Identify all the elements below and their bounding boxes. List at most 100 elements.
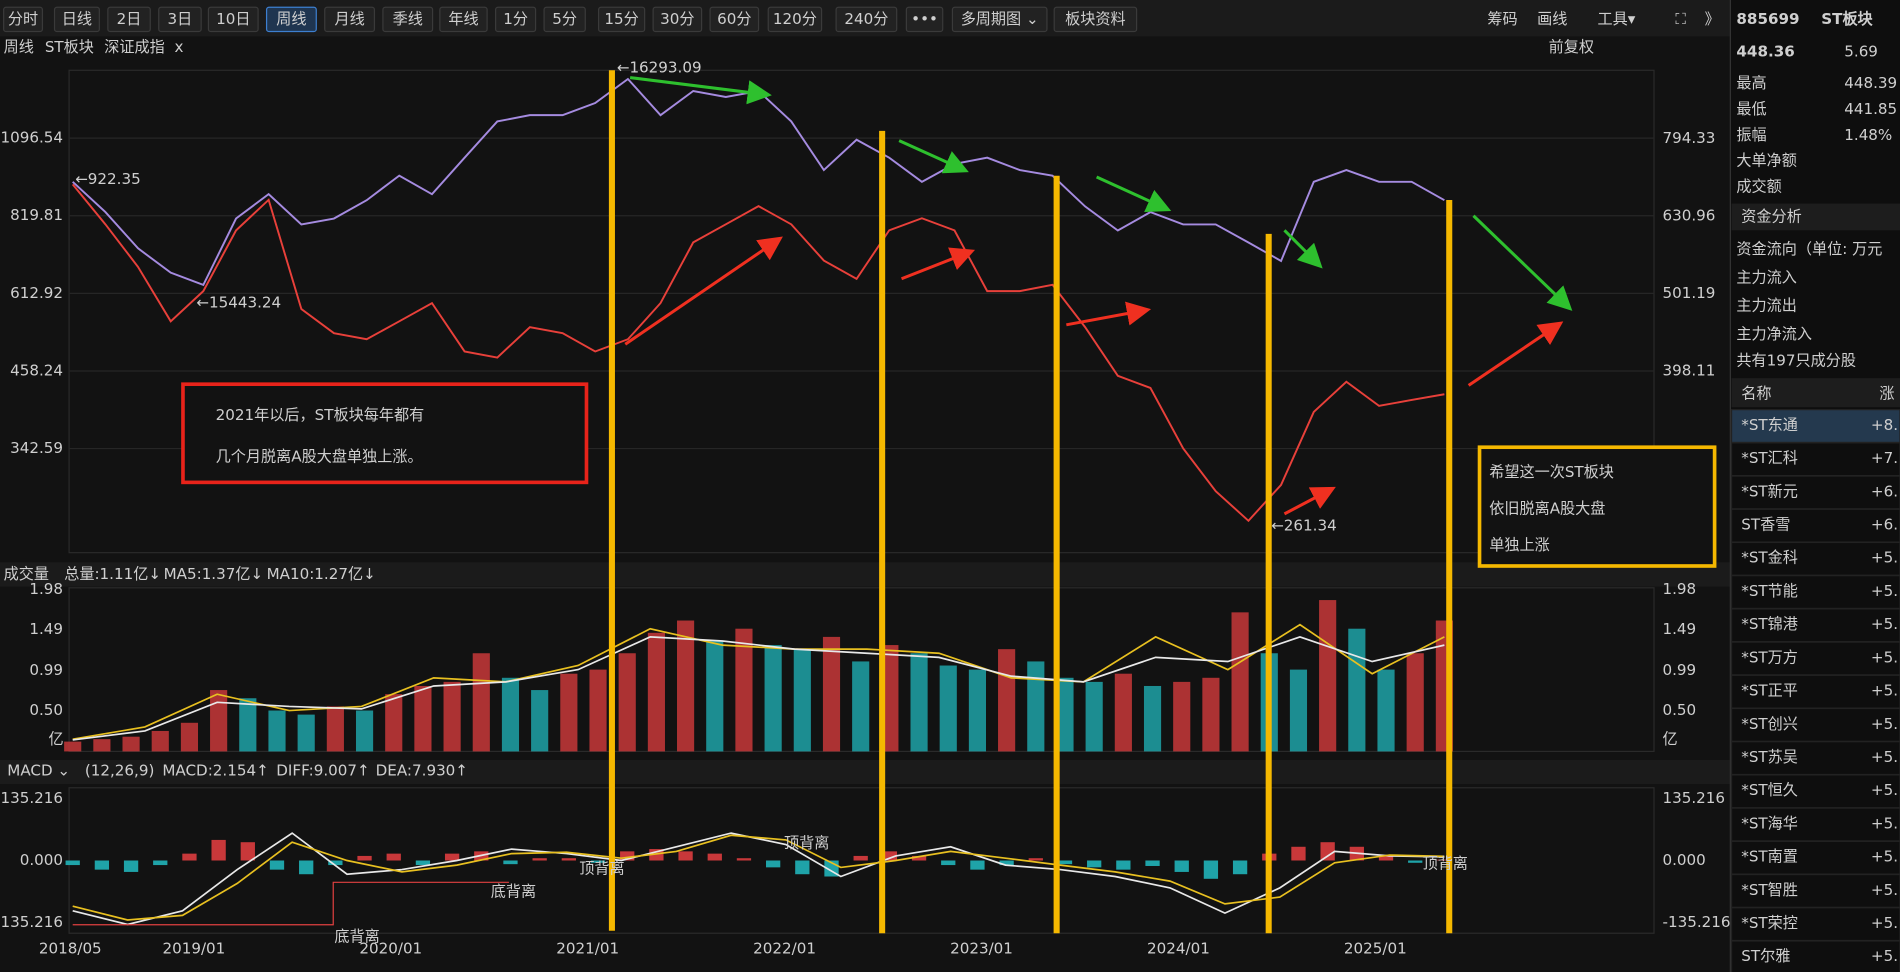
table-header-cell: 名称	[1741, 384, 1771, 402]
macd-bar	[1320, 842, 1335, 861]
extreme-label: ←261.34	[1271, 516, 1337, 534]
toolbar-button[interactable]	[652, 6, 703, 33]
macd-bar	[736, 858, 752, 861]
divergence-note: 顶背离	[1423, 855, 1468, 873]
volume-bar	[939, 665, 957, 752]
toolbar-button[interactable]	[382, 6, 434, 33]
plots	[64, 77, 1655, 926]
macd-bar	[503, 860, 518, 865]
stat-value: 448.39	[1844, 74, 1897, 92]
stock-change: +5.	[1871, 715, 1898, 733]
volume-bar	[1027, 661, 1045, 752]
toolbar-button[interactable]	[439, 6, 488, 33]
volume-bar	[618, 653, 636, 752]
volume-bar	[852, 661, 870, 752]
stock-change: +5.	[1871, 848, 1898, 866]
macd-value: MACD:2.154↑	[162, 761, 268, 779]
macd-bar	[65, 860, 80, 866]
macd-bar	[1437, 859, 1452, 861]
stock-change: +7.	[1871, 449, 1898, 467]
y-tick-label: 1096.54	[0, 129, 63, 147]
stock-name: *ST智胜	[1741, 881, 1798, 899]
x-tick-label: 2022/01	[753, 939, 816, 957]
macd-bar	[240, 842, 255, 861]
stock-name: *ST锦港	[1741, 615, 1798, 633]
sector-name: ST板块	[1821, 10, 1873, 28]
macd-bar	[678, 851, 693, 861]
toolbar-button-label: 年线	[448, 10, 478, 28]
stat-label: 最高	[1736, 74, 1766, 92]
toolbar-button[interactable]	[107, 6, 151, 33]
toolbar-button[interactable]	[951, 6, 1048, 33]
toolbar-button[interactable]	[543, 6, 586, 33]
macd-bar	[1057, 860, 1073, 865]
x-tick-label: 2019/01	[162, 939, 225, 957]
note-text: 2021年以后，ST板块每年都有	[216, 406, 425, 424]
y-tick-label: -135.216	[1663, 913, 1731, 931]
toolbar-button[interactable]	[158, 6, 202, 33]
table-row[interactable]	[1730, 409, 1900, 443]
toolbar-button[interactable]	[324, 6, 376, 33]
extreme-label: ←16293.09	[617, 58, 702, 76]
toolbar-button-label: 分时	[8, 10, 38, 28]
y-tick-label: 398.11	[1663, 361, 1716, 379]
macd-bar	[299, 860, 314, 875]
macd-bar	[590, 860, 606, 863]
toolbar-button[interactable]	[53, 6, 100, 33]
toolbar-button-label: 周线	[276, 10, 306, 28]
macd-bar	[649, 849, 664, 861]
volume-bar	[647, 632, 665, 752]
volume-bar	[589, 669, 607, 752]
divergence-line	[72, 881, 509, 926]
x-tick-label: 2020/01	[359, 939, 422, 957]
toolbar-button-label: 120分	[773, 10, 817, 28]
divergence-note: 顶背离	[784, 834, 829, 852]
constituent-count: 共有197只成分股	[1736, 352, 1856, 370]
volume-bar	[180, 722, 199, 752]
stock-name: *ST正平	[1741, 682, 1798, 700]
macd-bar	[357, 855, 372, 861]
y-tick-label: 819.81	[10, 206, 63, 224]
stock-change: +5.	[1871, 881, 1898, 899]
table-row[interactable]	[1730, 940, 1900, 972]
volume-bar	[355, 710, 374, 752]
toolbar-button[interactable]	[494, 6, 537, 33]
macd-params: (12,26,9)	[85, 761, 155, 779]
volume-bar	[297, 714, 315, 752]
stock-name: *ST南置	[1741, 848, 1798, 866]
toolbar-button[interactable]	[835, 6, 898, 33]
stock-change: +5.	[1871, 582, 1898, 600]
y-tick-label: 1.98	[1663, 580, 1697, 598]
macd-bar	[882, 851, 898, 861]
stock-change: +6.	[1871, 482, 1898, 500]
toolbar-tool: 筹码	[1487, 10, 1517, 28]
y-tick-label: -135.216	[0, 913, 63, 931]
side-panel	[1730, 0, 1900, 972]
stock-change: +5.	[1871, 914, 1898, 932]
toolbar-button[interactable]	[767, 6, 823, 33]
ma-line	[72, 635, 1445, 741]
red-arrow	[624, 236, 783, 346]
toolbar-button[interactable]	[207, 6, 259, 33]
extreme-label: ←922.35	[75, 170, 141, 188]
green-arrow	[1283, 229, 1323, 269]
toolbar-button[interactable]	[597, 6, 646, 33]
toolbar-button[interactable]	[265, 6, 317, 33]
toolbar-button-label: 2日	[117, 10, 142, 28]
volume-bar	[122, 736, 140, 752]
stock-change: +5.	[1871, 648, 1898, 666]
extreme-label: ←15443.24	[196, 293, 281, 311]
y-tick-label: 458.24	[10, 361, 63, 379]
toolbar-button[interactable]	[905, 6, 944, 33]
stock-change: +5.	[1871, 947, 1898, 965]
volume-bar	[998, 649, 1016, 752]
toolbar-button[interactable]	[3, 6, 44, 33]
volume-bar	[735, 628, 753, 752]
volume-bar	[706, 640, 724, 752]
macd-bar	[532, 858, 547, 861]
red-arrow	[1283, 486, 1336, 516]
dea-value: DEA:7.930↑	[376, 761, 468, 779]
toolbar-button[interactable]	[709, 6, 760, 33]
toolbar-button[interactable]	[1053, 6, 1138, 33]
